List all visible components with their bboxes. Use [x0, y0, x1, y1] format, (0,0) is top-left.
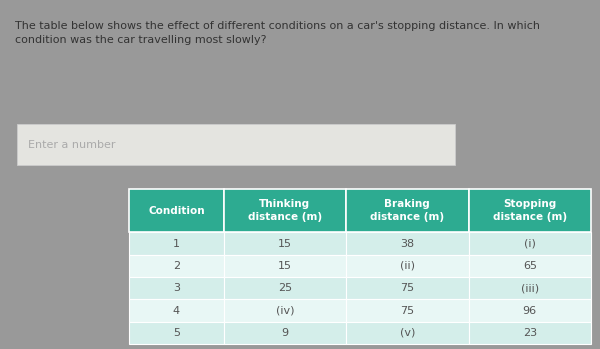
Text: Enter a number: Enter a number — [28, 140, 115, 150]
Text: 1: 1 — [173, 238, 180, 248]
Text: Braking
distance (m): Braking distance (m) — [370, 200, 445, 222]
Text: (iv): (iv) — [275, 305, 294, 315]
Text: (ii): (ii) — [400, 261, 415, 271]
Text: The table below shows the effect of different conditions on a car's stopping dis: The table below shows the effect of diff… — [15, 21, 540, 45]
Bar — [469, 277, 591, 299]
Bar — [224, 322, 346, 344]
Bar — [224, 190, 346, 232]
Text: 5: 5 — [173, 328, 180, 338]
Text: Thinking
distance (m): Thinking distance (m) — [248, 200, 322, 222]
Bar — [17, 124, 455, 165]
Text: (iii): (iii) — [521, 283, 539, 293]
Text: Stopping
distance (m): Stopping distance (m) — [493, 200, 567, 222]
Bar — [469, 232, 591, 255]
Bar — [346, 190, 469, 232]
Bar — [129, 277, 224, 299]
Bar — [129, 190, 224, 232]
Bar — [129, 322, 224, 344]
Text: 15: 15 — [278, 238, 292, 248]
Text: 23: 23 — [523, 328, 537, 338]
Bar — [346, 277, 469, 299]
Bar — [129, 255, 224, 277]
Bar — [224, 299, 346, 322]
Bar — [224, 232, 346, 255]
Bar — [224, 255, 346, 277]
Text: (i): (i) — [524, 238, 536, 248]
Bar — [224, 277, 346, 299]
Text: (v): (v) — [400, 328, 415, 338]
Bar — [469, 299, 591, 322]
Text: 2: 2 — [173, 261, 180, 271]
Bar — [469, 322, 591, 344]
Bar — [346, 322, 469, 344]
Bar — [469, 190, 591, 232]
Text: 15: 15 — [278, 261, 292, 271]
Bar — [469, 255, 591, 277]
Text: 9: 9 — [281, 328, 289, 338]
Text: 75: 75 — [400, 283, 415, 293]
Bar — [346, 255, 469, 277]
Text: Condition: Condition — [148, 206, 205, 216]
Bar — [346, 232, 469, 255]
Text: 96: 96 — [523, 305, 537, 315]
Bar — [129, 232, 224, 255]
Bar — [346, 299, 469, 322]
Text: 75: 75 — [400, 305, 415, 315]
Text: 38: 38 — [400, 238, 415, 248]
Text: 65: 65 — [523, 261, 537, 271]
Bar — [129, 299, 224, 322]
Text: 25: 25 — [278, 283, 292, 293]
Text: 4: 4 — [173, 305, 180, 315]
Text: 3: 3 — [173, 283, 180, 293]
